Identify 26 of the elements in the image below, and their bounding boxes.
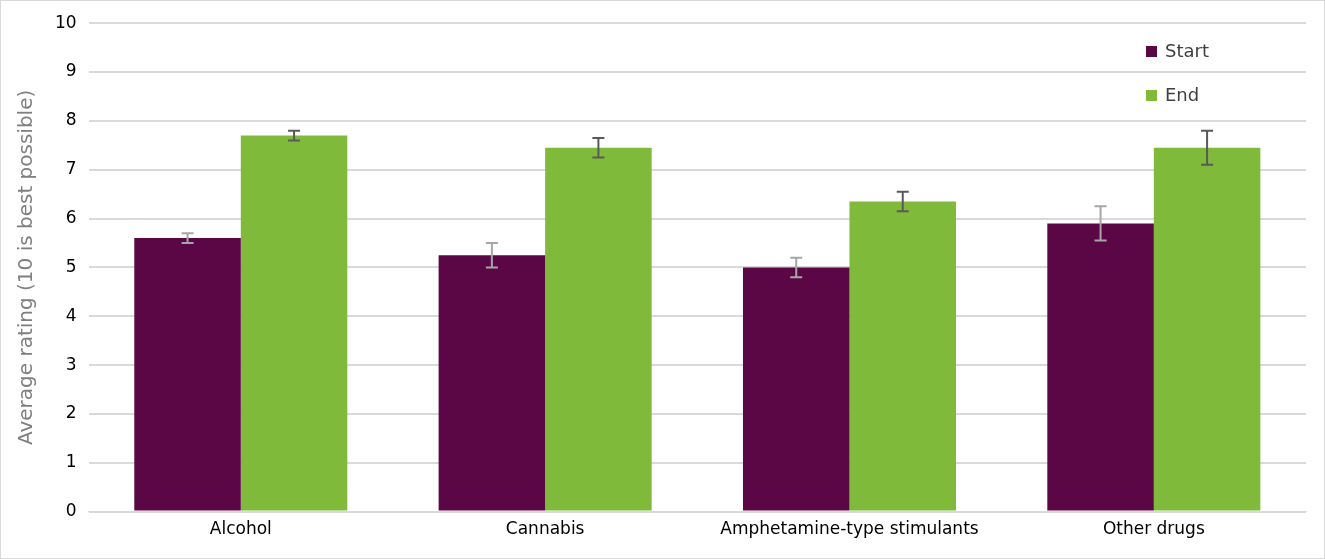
bar bbox=[1153, 147, 1261, 511]
bar bbox=[545, 147, 652, 511]
bar bbox=[134, 238, 241, 511]
legend-label: End bbox=[1165, 84, 1200, 106]
y-tick-label: 9 bbox=[65, 60, 77, 81]
y-tick-label: 6 bbox=[65, 206, 77, 227]
bar bbox=[1047, 223, 1154, 511]
x-tick-label: Other drugs bbox=[1102, 518, 1205, 539]
y-tick-label: 5 bbox=[65, 255, 77, 276]
x-tick-label: Alcohol bbox=[209, 518, 272, 539]
y-tick-label: 1 bbox=[65, 451, 77, 472]
x-tick-label: Amphetamine-type stimulants bbox=[720, 518, 979, 539]
y-tick-label: 3 bbox=[65, 353, 77, 374]
x-tick-label: Cannabis bbox=[505, 518, 585, 539]
bar bbox=[240, 135, 348, 511]
y-tick-label: 0 bbox=[65, 500, 77, 521]
bar bbox=[849, 201, 957, 511]
y-tick-label: 10 bbox=[54, 11, 77, 32]
y-tick-label: 4 bbox=[65, 304, 77, 325]
bar bbox=[742, 267, 850, 511]
bar bbox=[438, 255, 546, 511]
y-tick-label: 8 bbox=[65, 109, 77, 130]
y-tick-label: 7 bbox=[65, 158, 77, 179]
legend-label: Start bbox=[1165, 40, 1209, 62]
y-tick-label: 2 bbox=[65, 402, 77, 423]
y-axis-title: Average rating (10 is best possible) bbox=[13, 89, 38, 446]
